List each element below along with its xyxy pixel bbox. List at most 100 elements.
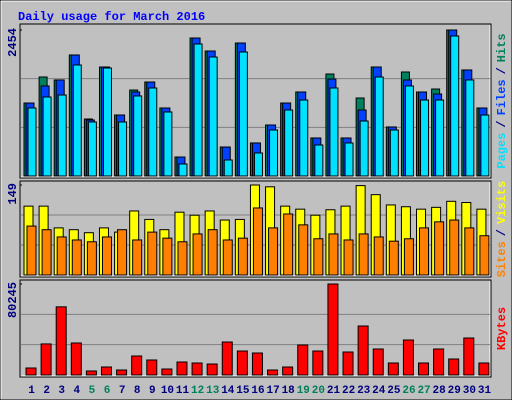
bar — [479, 235, 490, 276]
bar — [221, 341, 233, 376]
bar — [297, 344, 309, 376]
x-tick-label: 16 — [251, 385, 264, 397]
bar — [206, 363, 218, 376]
bar — [343, 239, 354, 276]
legend-entry: Files — [495, 79, 509, 115]
bar — [282, 366, 294, 376]
x-tick-label: 2 — [43, 385, 50, 397]
bar — [237, 237, 248, 276]
bar — [478, 362, 490, 376]
bar — [192, 233, 203, 276]
x-tick-label: 26 — [402, 385, 415, 397]
bar — [193, 43, 203, 177]
bar — [87, 121, 97, 177]
bar — [208, 56, 218, 177]
bar — [56, 236, 67, 276]
bar — [26, 225, 37, 276]
x-tick-label: 12 — [191, 385, 204, 397]
bar — [269, 129, 279, 177]
x-tick-label: 10 — [161, 385, 174, 397]
x-tick-label: 13 — [206, 385, 220, 397]
bar — [480, 114, 490, 177]
bar — [344, 142, 354, 177]
x-tick-label: 27 — [417, 385, 430, 397]
bar — [402, 339, 414, 376]
bar — [374, 76, 384, 177]
bar — [284, 109, 294, 177]
bar — [236, 350, 248, 376]
x-tick-label: 19 — [297, 385, 310, 397]
bar — [42, 96, 52, 177]
bar — [101, 236, 112, 276]
x-tick-label: 20 — [312, 385, 325, 397]
bar — [25, 367, 37, 376]
bar — [418, 362, 430, 376]
x-tick-label: 17 — [266, 385, 279, 397]
bar — [463, 337, 475, 376]
bar — [373, 236, 384, 276]
bar — [118, 121, 128, 177]
bar — [450, 35, 460, 177]
bar — [389, 129, 399, 177]
bar — [387, 362, 399, 376]
bar — [146, 359, 158, 376]
bar — [117, 229, 128, 276]
bar — [41, 229, 52, 276]
bar — [222, 239, 233, 276]
bar — [419, 227, 430, 276]
bar — [70, 342, 82, 376]
bar — [238, 51, 248, 177]
legend-entry: KBytes — [495, 307, 509, 350]
bar — [448, 358, 460, 376]
bar — [85, 370, 97, 376]
x-tick-label: 6 — [104, 385, 111, 397]
bar — [464, 227, 475, 276]
bar — [57, 94, 67, 177]
x-tick-label: 8 — [134, 385, 141, 397]
x-tick-label: 15 — [236, 385, 250, 397]
bar — [71, 239, 82, 276]
y-tick-label: 2454 — [6, 28, 20, 57]
legend-separator: / — [495, 67, 509, 74]
bar — [299, 99, 309, 177]
bar — [357, 325, 369, 376]
bar — [420, 99, 430, 177]
bar — [147, 231, 158, 276]
x-tick-label: 11 — [176, 385, 190, 397]
x-tick-label: 21 — [327, 385, 341, 397]
x-tick-label: 31 — [478, 385, 492, 397]
bar — [176, 361, 188, 376]
bar — [327, 283, 339, 376]
bar — [72, 64, 82, 177]
bar — [252, 207, 263, 276]
bar — [251, 352, 263, 376]
bar — [148, 87, 158, 177]
bar — [465, 79, 475, 177]
bar — [342, 351, 354, 376]
chart-title: Daily usage for March 2016 — [18, 10, 205, 24]
legend-separator: / — [495, 229, 509, 236]
bar — [207, 229, 218, 276]
x-tick-label: 5 — [89, 385, 96, 397]
x-tick-label: 28 — [433, 385, 447, 397]
bar — [314, 144, 324, 177]
x-tick-label: 22 — [342, 385, 355, 397]
bar — [434, 221, 445, 276]
x-tick-label: 29 — [448, 385, 461, 397]
bar — [328, 233, 339, 276]
bar — [102, 67, 112, 177]
x-tick-label: 24 — [372, 385, 386, 397]
bar — [131, 355, 143, 376]
legend: Sites / Visits — [495, 181, 509, 277]
bar — [388, 240, 399, 276]
bar — [404, 85, 414, 177]
x-tick-label: 3 — [58, 385, 65, 397]
bar — [133, 95, 143, 177]
x-tick-label: 18 — [282, 385, 296, 397]
x-tick-label: 25 — [387, 385, 401, 397]
bar — [312, 350, 324, 376]
bar — [372, 348, 384, 376]
bar — [116, 369, 128, 376]
bar — [40, 343, 52, 376]
